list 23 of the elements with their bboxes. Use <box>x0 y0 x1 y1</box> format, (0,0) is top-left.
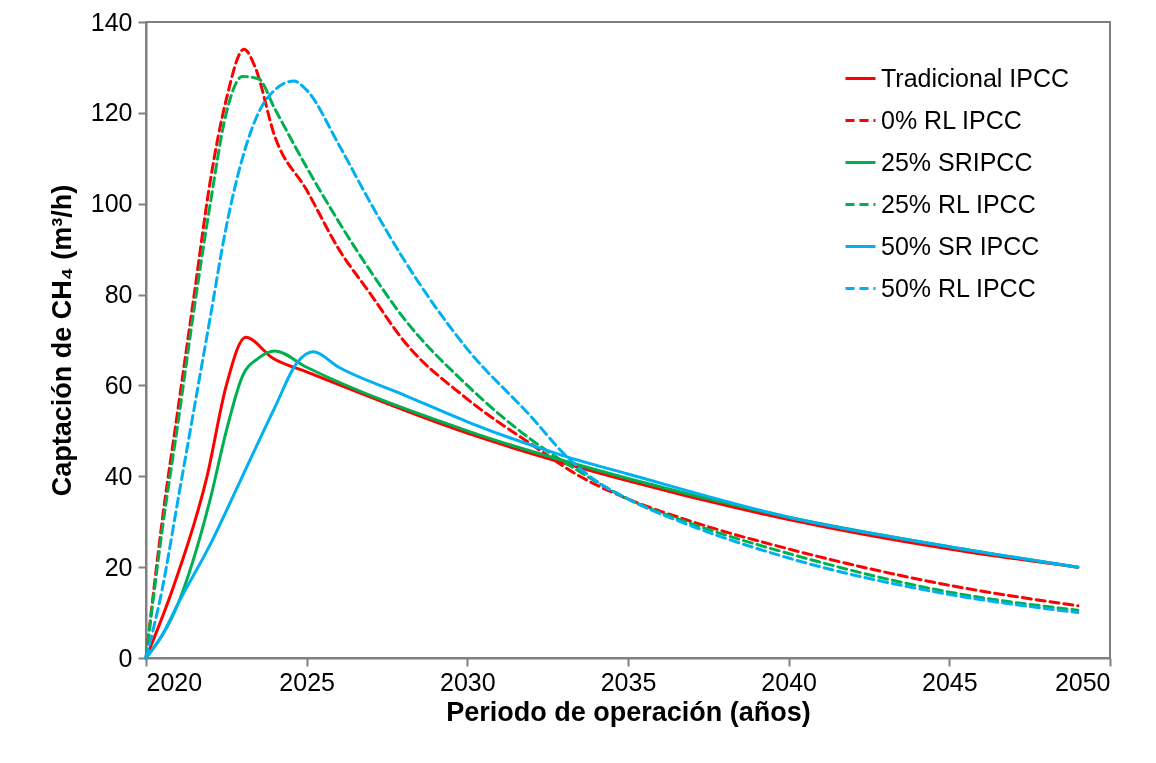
legend-label: 25% RL IPCC <box>881 189 1036 218</box>
x-tick-label: 2030 <box>440 667 496 696</box>
x-tick-label: 2050 <box>1054 667 1111 696</box>
y-tick-label: 60 <box>104 370 133 399</box>
y-tick-label: 0 <box>118 643 133 672</box>
x-tick-label: 2025 <box>279 667 335 696</box>
x-tick-label: 2040 <box>761 667 817 696</box>
y-tick-label: 100 <box>90 189 133 218</box>
x-tick-label: 2045 <box>922 667 978 696</box>
legend-label: 25% SRIPCC <box>881 147 1033 176</box>
legend-label: 0% RL IPCC <box>881 105 1022 134</box>
x-tick-label: 2020 <box>146 667 203 696</box>
y-tick-label: 20 <box>104 552 133 581</box>
legend-label: 50% RL IPCC <box>881 273 1036 302</box>
legend-label: Tradicional IPCC <box>881 63 1070 92</box>
y-tick-label: 120 <box>90 98 133 127</box>
y-tick-label: 40 <box>104 461 133 490</box>
x-tick-label: 2035 <box>600 667 657 696</box>
y-axis-title: Captación de CH₄ (m³/h) <box>46 184 77 497</box>
x-axis-title: Periodo de operación (años) <box>446 696 811 727</box>
y-tick-label: 140 <box>90 7 133 36</box>
y-tick-label: 80 <box>104 280 133 309</box>
legend-label: 50% SR IPCC <box>881 231 1040 260</box>
